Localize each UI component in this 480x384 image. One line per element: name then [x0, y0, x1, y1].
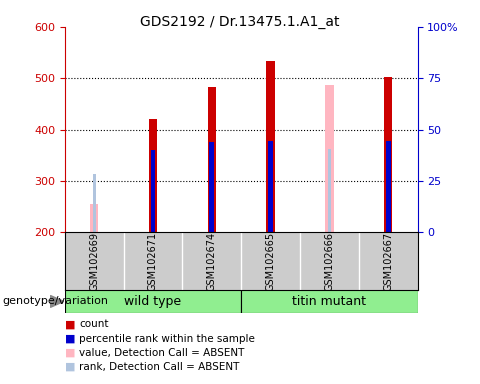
Bar	[90, 204, 98, 232]
Bar	[386, 141, 391, 232]
Text: value, Detection Call = ABSENT: value, Detection Call = ABSENT	[79, 348, 245, 358]
Text: percentile rank within the sample: percentile rank within the sample	[79, 334, 255, 344]
Bar	[208, 87, 216, 232]
Text: genotype/variation: genotype/variation	[2, 296, 108, 306]
Text: GSM102665: GSM102665	[265, 232, 276, 291]
Text: ■: ■	[65, 348, 75, 358]
Text: titin mutant: titin mutant	[292, 295, 366, 308]
Bar	[328, 149, 331, 232]
Bar	[149, 119, 157, 232]
Text: GSM102671: GSM102671	[148, 232, 158, 291]
Text: ■: ■	[65, 362, 75, 372]
Text: GSM102667: GSM102667	[383, 232, 393, 291]
Bar	[268, 141, 273, 232]
Bar	[209, 142, 214, 232]
Bar	[241, 290, 418, 313]
Text: GSM102674: GSM102674	[207, 232, 217, 291]
Text: rank, Detection Call = ABSENT: rank, Detection Call = ABSENT	[79, 362, 240, 372]
Bar	[325, 85, 334, 232]
Text: count: count	[79, 319, 108, 329]
Text: GSM102669: GSM102669	[89, 232, 99, 291]
Text: ■: ■	[65, 319, 75, 329]
Bar	[266, 61, 275, 232]
Text: GDS2192 / Dr.13475.1.A1_at: GDS2192 / Dr.13475.1.A1_at	[140, 15, 340, 29]
Text: wild type: wild type	[124, 295, 181, 308]
Text: GSM102666: GSM102666	[324, 232, 335, 291]
Polygon shape	[50, 296, 64, 307]
Bar	[93, 174, 96, 232]
Bar	[384, 77, 392, 232]
Text: ■: ■	[65, 334, 75, 344]
Bar	[151, 150, 156, 232]
Bar	[65, 290, 241, 313]
